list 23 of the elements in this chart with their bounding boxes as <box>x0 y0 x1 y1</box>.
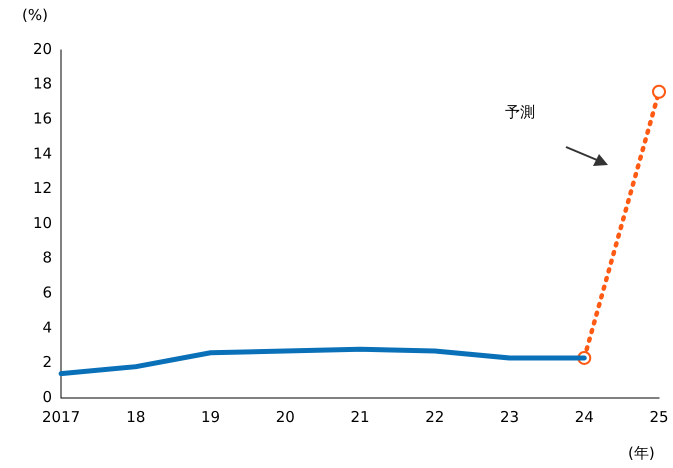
x-tick-label: 18 <box>126 408 146 426</box>
x-tick-label: 24 <box>574 408 594 426</box>
x-tick-label: 19 <box>201 408 220 426</box>
y-tick-label: 6 <box>42 283 52 302</box>
y-tick-label: 10 <box>32 214 52 232</box>
y-tick-label: 2 <box>42 353 52 372</box>
y-tick-label: 0 <box>42 388 52 406</box>
x-tick-label: 21 <box>350 408 370 426</box>
y-tick-label: 16 <box>32 109 52 128</box>
y-tick-label: 8 <box>42 248 52 267</box>
x-tick-label: 2017 <box>42 408 80 426</box>
x-tick-label: 23 <box>500 408 520 426</box>
y-tick-label: 12 <box>32 179 52 198</box>
x-tick-label: 22 <box>425 408 444 426</box>
x-tick-label: 25 <box>649 408 669 426</box>
x-axis-title: (年) <box>628 444 655 463</box>
x-tick-label: 20 <box>276 408 295 426</box>
y-tick-label: 20 <box>32 40 52 58</box>
y-axis-title: (%) <box>22 6 48 24</box>
y-tick-label: 14 <box>32 144 52 162</box>
annotation: 予測 <box>505 103 535 122</box>
y-tick-label: 18 <box>32 74 52 93</box>
y-tick-label: 4 <box>42 318 52 336</box>
